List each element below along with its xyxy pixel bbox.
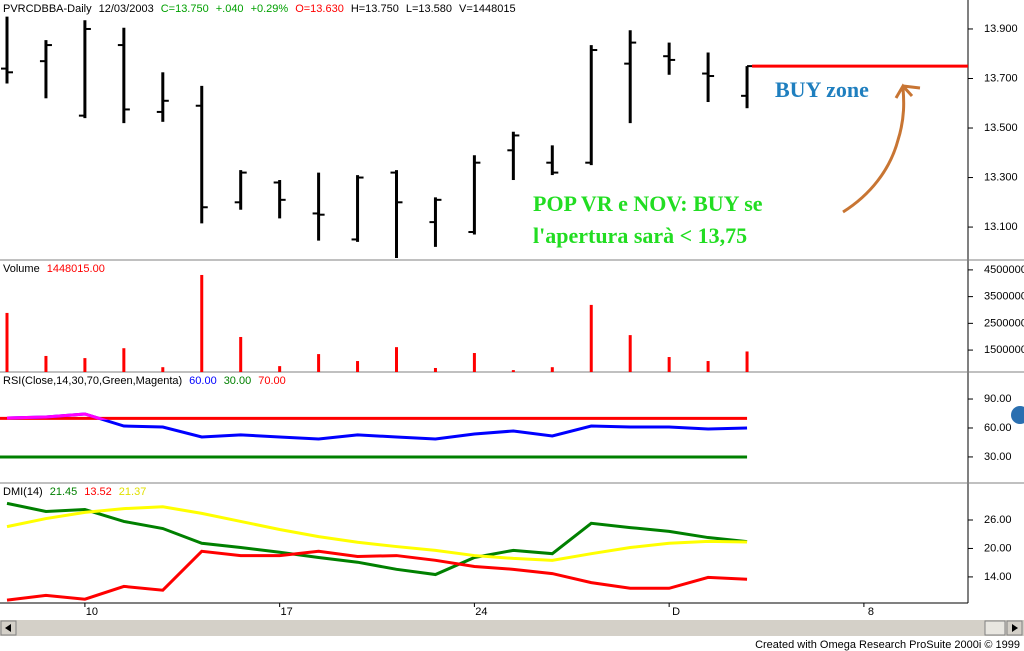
y-tick-label: 1500000 (984, 344, 1024, 356)
x-tick-label: 24 (475, 606, 487, 618)
y-tick-label: 30.00 (984, 451, 1012, 463)
panel-label: 13.52 (84, 486, 112, 498)
arrow-icon (5, 624, 11, 632)
volume-bar (472, 353, 476, 372)
volume-bar (550, 367, 554, 372)
annotation: l'apertura sarà < 13,75 (533, 223, 747, 248)
globe-icon (1011, 406, 1024, 424)
volume-bar (317, 354, 321, 372)
y-tick-label: 13.100 (984, 221, 1018, 233)
panel-label: 70.00 (258, 375, 286, 387)
volume-bar (706, 361, 710, 372)
scrollbar[interactable] (0, 620, 1024, 636)
volume-bar (511, 370, 515, 372)
volume-bar (589, 304, 593, 372)
indicator-line (6, 549, 748, 602)
x-tick-label: D (672, 606, 680, 618)
y-tick-label: 3500000 (984, 291, 1024, 303)
panel-label: O=13.630 (295, 3, 344, 15)
y-tick-label: 90.00 (984, 393, 1012, 405)
indicator-line (6, 412, 748, 441)
annotation: BUY zone (775, 77, 869, 102)
y-tick-label: 13.900 (984, 23, 1018, 35)
y-tick-label: 14.00 (984, 571, 1012, 583)
y-tick-label: 60.00 (984, 422, 1012, 434)
x-tick-label: 17 (281, 606, 293, 618)
volume-bar (395, 347, 398, 372)
panel-label: 60.00 (189, 375, 217, 387)
panel-label: 30.00 (224, 375, 252, 387)
x-tick-label: 10 (86, 606, 98, 618)
volume-bar (122, 348, 126, 372)
y-tick-label: 4500000 (984, 264, 1024, 276)
volume-bar (433, 367, 437, 372)
panel-label: +.040 (216, 3, 244, 15)
panel-label: DMI(14) (3, 486, 43, 498)
y-tick-label: 13.700 (984, 72, 1018, 84)
volume-bar (745, 351, 749, 372)
volume-bar (278, 366, 282, 372)
panel-label: V=1448015 (459, 3, 516, 15)
indicator-line (6, 501, 748, 577)
volume-bar (161, 367, 165, 372)
y-tick-label: 20.00 (984, 542, 1012, 554)
y-tick-label: 26.00 (984, 514, 1012, 526)
panel-label: H=13.750 (351, 3, 399, 15)
panel-label: 21.45 (50, 486, 78, 498)
panel-label: +0.29% (251, 3, 289, 15)
panel-label: 21.37 (119, 486, 147, 498)
arrow (842, 83, 921, 214)
panel-label: C=13.750 (161, 3, 209, 15)
panel-label: 12/03/2003 (99, 3, 154, 15)
scroll-thumb[interactable] (984, 620, 1006, 636)
volume-bar (200, 274, 204, 372)
panel-label: RSI(Close,14,30,70,Green,Magenta) (3, 375, 182, 387)
panel-label: 1448015.00 (47, 263, 105, 275)
panel-label: PVRCDBBA-Daily (3, 3, 92, 15)
volume-bar (5, 312, 9, 372)
y-tick-label: 2500000 (984, 317, 1024, 329)
volume-bar (356, 361, 360, 372)
volume-bar (83, 358, 87, 372)
footer: Created with Omega Research ProSuite 200… (755, 639, 1020, 651)
arrow-icon (1012, 624, 1018, 632)
volume-bar (667, 357, 671, 372)
y-tick-label: 13.300 (984, 171, 1018, 183)
x-tick-label: 8 (868, 606, 874, 618)
annotation: POP VR e NOV: BUY se (533, 191, 763, 216)
panel-label: Volume (3, 263, 40, 275)
volume-bar (628, 335, 632, 372)
indicator-line (6, 505, 748, 562)
y-tick-label: 13.500 (984, 122, 1018, 134)
panel-label: L=13.580 (406, 3, 452, 15)
volume-bar (239, 336, 243, 372)
volume-bar (44, 355, 48, 372)
